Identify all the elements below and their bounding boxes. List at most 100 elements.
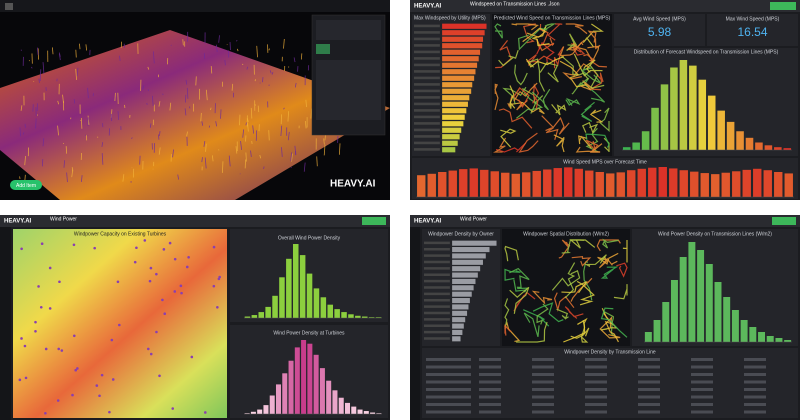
bar [480,169,489,197]
map-line [509,267,530,289]
cell-placeholder [426,395,471,399]
bar [553,168,562,197]
cell-placeholder [744,365,766,369]
cell-placeholder [426,403,471,406]
terrain-spike [76,67,79,77]
terrain-spike [268,130,270,141]
turbine-dot [60,349,64,352]
map-line [504,298,510,330]
terrain-spike [122,174,125,182]
terrain-spike [257,105,260,113]
cell-placeholder [691,365,713,369]
bar [670,280,678,342]
turbine-dot [93,246,96,250]
label-placeholder [414,63,440,67]
map-line [512,87,530,108]
terrain-spike [85,44,88,51]
cell-placeholder [426,380,471,384]
bar [452,291,472,297]
cell-placeholder [744,380,766,384]
card-title: Wind Power Density on Transmission Lines… [658,231,772,237]
terrain-spike [303,162,306,172]
terrain-spike [290,152,292,162]
bar [442,36,484,42]
terrain-spike [87,87,89,99]
map-line [575,45,600,63]
label-placeholder [414,31,440,34]
turbine-dot [72,334,76,338]
turbine-dot [216,305,219,309]
bar [714,282,722,342]
bar [501,172,510,197]
bar [726,121,735,150]
terrain-spike [75,68,77,80]
bar [753,168,762,197]
terrain-spike [245,152,247,162]
map-line [583,53,607,68]
turbine-dot [98,394,101,398]
terrain-spike [153,51,155,64]
turbine-dot [155,330,158,334]
map-line [504,268,521,281]
terrain-spike [80,117,83,129]
label-placeholder [414,24,440,28]
terrain-spike [79,43,81,50]
terrain-spike [147,66,150,70]
map-line [599,107,610,132]
terrain-spike [245,122,247,126]
bar [641,131,650,150]
cell-placeholder [691,380,713,384]
bar [452,278,476,284]
bar [258,312,265,318]
terrain-spike [271,71,274,75]
label-placeholder [424,241,450,245]
map-line [531,88,551,111]
bar [442,108,467,114]
layer-toggle[interactable] [316,44,330,54]
turbine-dot [18,378,22,382]
cell-placeholder [532,388,554,391]
turbine-dot [149,266,153,270]
map-line [588,70,604,91]
add-item-button[interactable] [10,180,42,190]
bar [688,242,696,342]
map-line [492,137,507,153]
terrain-spike [20,105,23,111]
turbine-dot [180,291,183,295]
map-line [567,39,585,51]
bar [448,170,457,197]
bar [341,312,347,318]
map-line [547,23,563,41]
bar [660,84,669,150]
label-placeholder [424,298,450,302]
bar [244,413,250,414]
cell-placeholder [585,358,607,361]
cell-placeholder [532,395,554,399]
heat-map-detail [18,239,221,415]
bar [442,147,456,153]
info-details [316,60,381,120]
bar [637,168,646,197]
bar [363,411,369,414]
cell-placeholder [585,410,607,414]
turbine-dot [163,312,167,316]
label-placeholder [414,109,440,112]
map-line [516,321,548,343]
bar [375,317,382,318]
bar [749,327,757,342]
map-line [513,291,536,312]
bar [427,173,436,197]
turbine-dot [212,245,216,249]
terrain-spike [158,147,161,155]
save-button[interactable] [772,217,796,225]
save-button[interactable] [362,217,386,225]
save-button[interactable] [770,2,796,10]
turbine-dot [116,280,120,284]
map-line [563,317,588,343]
map-line [571,78,588,95]
turbine-dot [179,284,183,288]
turbine-dot [187,256,190,259]
brand: HEAVY.AI [414,4,442,10]
terrain-spike [268,48,270,51]
